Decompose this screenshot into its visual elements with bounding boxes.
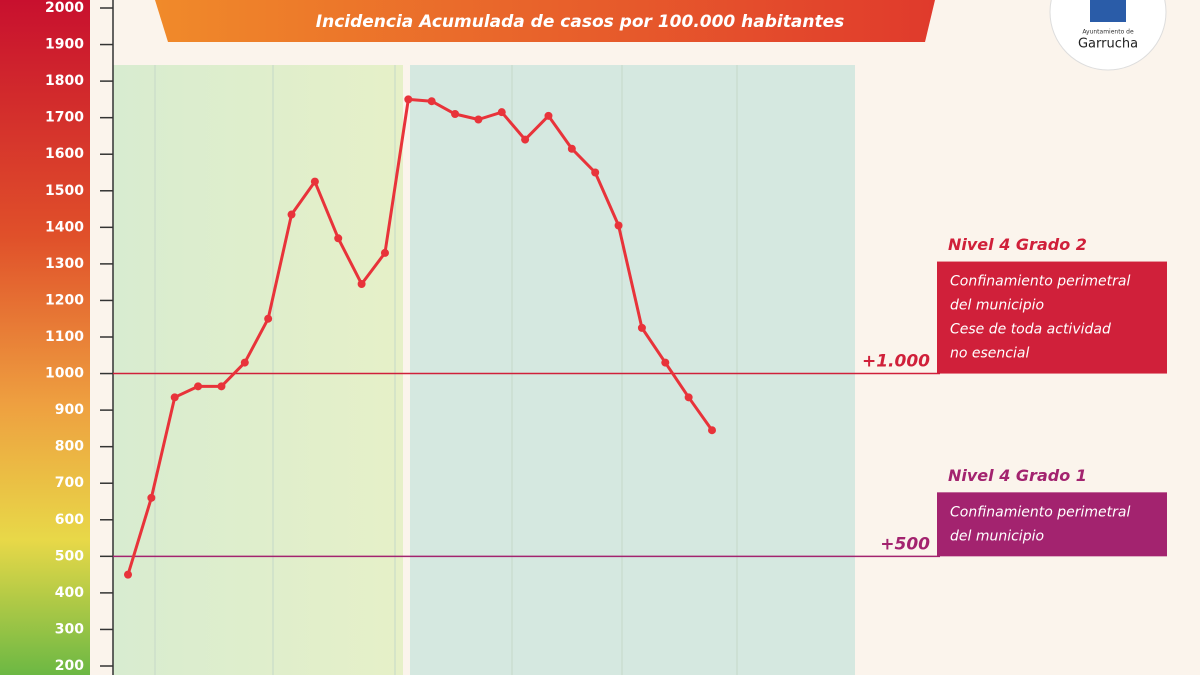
threshold-title: Nivel 4 Grado 2: [948, 235, 1087, 254]
y-tick-label: 1500: [45, 183, 84, 199]
y-tick-label: 1900: [45, 37, 84, 53]
logo-name: Garrucha: [1078, 37, 1138, 52]
threshold-label: +1.000: [862, 352, 930, 372]
y-tick-label: 1200: [45, 292, 84, 308]
data-point: [124, 570, 132, 579]
data-point: [544, 111, 553, 120]
y-tick-label: 200: [55, 658, 84, 674]
y-tick-label: 1300: [45, 256, 84, 272]
threshold-text: no esencial: [950, 346, 1029, 362]
y-tick-label: 800: [55, 439, 84, 455]
data-point: [497, 108, 506, 117]
data-point: [357, 279, 366, 288]
data-point: [264, 314, 273, 323]
subtitle: Incidencia Acumulada de casos por 100.00…: [316, 12, 844, 32]
data-point: [567, 144, 576, 153]
y-tick-label: 1100: [45, 329, 84, 345]
threshold-label: +500: [880, 534, 930, 554]
logo: [1049, 0, 1167, 71]
panel: [113, 65, 403, 675]
column-lines: [154, 65, 738, 675]
data-point: [240, 358, 249, 367]
threshold-text: del municipio: [950, 528, 1044, 544]
data-point: [217, 382, 226, 391]
y-tick-label: 700: [55, 475, 84, 491]
data-point: [637, 323, 646, 332]
threshold-box: [937, 492, 1167, 557]
logo-shield: [1090, 0, 1126, 22]
y-tick-label: 1000: [45, 366, 84, 382]
y-tick-label: 1400: [45, 219, 84, 235]
y-tick-label: 600: [55, 512, 84, 528]
data-point: [404, 95, 413, 104]
data-point: [334, 234, 343, 243]
y-tick-label: 900: [55, 402, 84, 418]
data-point: [661, 358, 670, 367]
data-point: [521, 135, 530, 144]
data-line: [126, 97, 714, 576]
data-point: [287, 210, 296, 219]
logo-small: Ayuntamiento de: [1082, 29, 1134, 36]
data-point: [451, 110, 460, 119]
threshold-box: [937, 261, 1167, 374]
data-point: [310, 177, 319, 186]
panel: [410, 65, 855, 675]
data-point: [614, 221, 623, 230]
data-point: [474, 115, 483, 124]
threshold-text: Cese de toda actividad: [950, 322, 1111, 338]
threshold-text: Confinamiento perimetral: [950, 274, 1130, 290]
y-tick-label: 500: [55, 548, 84, 564]
y-tick-label: 300: [55, 621, 84, 637]
banner: [155, 0, 935, 42]
data-point: [170, 393, 179, 402]
y-tick-label: 1700: [45, 110, 84, 126]
color-scale: [0, 0, 90, 675]
threshold-title: Nivel 4 Grado 1: [948, 466, 1087, 485]
data-point: [427, 97, 436, 106]
threshold-text: Confinamiento perimetral: [950, 504, 1130, 520]
y-tick-label: 2000: [45, 0, 84, 16]
data-point: [708, 426, 716, 435]
y-tick-label: 400: [55, 585, 84, 601]
y-tick-label: 1600: [45, 146, 84, 162]
data-point: [147, 493, 156, 502]
data-point: [684, 393, 693, 402]
data-point: [380, 248, 389, 257]
y-tick-label: 1800: [45, 73, 84, 89]
data-point: [591, 168, 600, 177]
threshold-text: del municipio: [950, 298, 1044, 314]
data-point: [194, 382, 203, 391]
